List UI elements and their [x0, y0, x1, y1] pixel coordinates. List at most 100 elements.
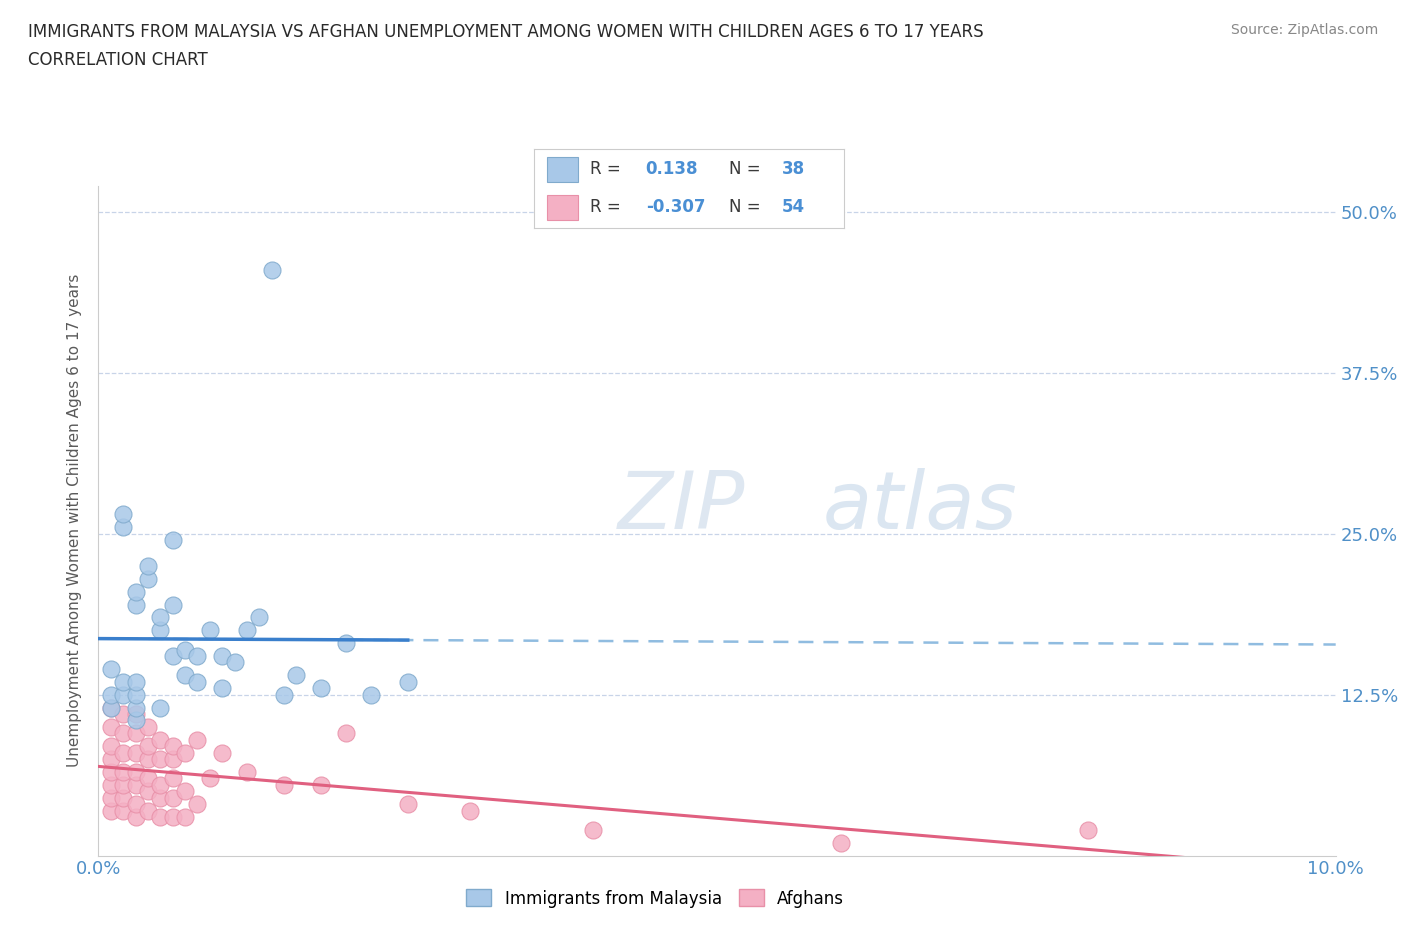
Point: [149, 790, 172, 805]
Text: IMMIGRANTS FROM MALAYSIA VS AFGHAN UNEMPLOYMENT AMONG WOMEN WITH CHILDREN AGES 6: IMMIGRANTS FROM MALAYSIA VS AFGHAN UNEMP…: [28, 23, 984, 41]
Point: [149, 623, 172, 638]
Point: [100, 738, 122, 753]
Point: [124, 764, 146, 779]
Point: [285, 668, 308, 683]
Point: [124, 597, 146, 612]
Point: [162, 597, 184, 612]
Point: [174, 784, 197, 799]
Point: [124, 707, 146, 722]
Point: [112, 507, 135, 522]
Point: [100, 700, 122, 715]
Point: [458, 804, 481, 818]
Point: [335, 636, 357, 651]
Point: [112, 790, 135, 805]
Point: [309, 777, 332, 792]
Point: [224, 655, 246, 670]
Text: N =: N =: [730, 160, 761, 179]
Legend: Immigrants from Malaysia, Afghans: Immigrants from Malaysia, Afghans: [460, 883, 851, 914]
Point: [260, 262, 283, 277]
Point: [112, 520, 135, 535]
Point: [162, 771, 184, 786]
Point: [309, 681, 332, 696]
Point: [136, 784, 159, 799]
Text: atlas: atlas: [823, 469, 1017, 547]
Point: [100, 777, 122, 792]
Point: [100, 661, 122, 676]
Text: 38: 38: [782, 160, 804, 179]
Point: [335, 725, 357, 740]
Point: [100, 804, 122, 818]
Text: -0.307: -0.307: [645, 198, 706, 217]
Point: [124, 797, 146, 812]
Point: [360, 687, 382, 702]
Point: [582, 822, 605, 837]
Point: [162, 751, 184, 766]
Point: [186, 732, 208, 747]
Point: [198, 771, 221, 786]
Text: CORRELATION CHART: CORRELATION CHART: [28, 51, 208, 69]
Point: [112, 804, 135, 818]
Point: [149, 610, 172, 625]
FancyBboxPatch shape: [547, 194, 578, 220]
Y-axis label: Unemployment Among Women with Children Ages 6 to 17 years: Unemployment Among Women with Children A…: [67, 274, 83, 767]
Text: ZIP: ZIP: [619, 469, 745, 547]
Point: [162, 533, 184, 548]
Point: [186, 797, 208, 812]
Point: [186, 648, 208, 663]
Point: [162, 648, 184, 663]
Point: [124, 713, 146, 728]
Point: [100, 790, 122, 805]
Point: [112, 725, 135, 740]
Point: [124, 584, 146, 599]
Point: [247, 610, 270, 625]
Point: [162, 809, 184, 824]
Point: [198, 623, 221, 638]
Point: [211, 681, 233, 696]
Point: [149, 751, 172, 766]
Point: [124, 700, 146, 715]
Point: [112, 745, 135, 760]
Point: [149, 732, 172, 747]
Point: [136, 771, 159, 786]
Point: [136, 804, 159, 818]
Point: [211, 745, 233, 760]
Point: [174, 809, 197, 824]
Point: [100, 700, 122, 715]
Point: [1077, 822, 1099, 837]
Point: [162, 790, 184, 805]
Point: [124, 687, 146, 702]
Point: [124, 745, 146, 760]
Text: N =: N =: [730, 198, 761, 217]
Point: [124, 725, 146, 740]
Point: [100, 720, 122, 735]
Point: [149, 777, 172, 792]
Text: 0.138: 0.138: [645, 160, 699, 179]
Point: [112, 687, 135, 702]
Text: Source: ZipAtlas.com: Source: ZipAtlas.com: [1230, 23, 1378, 37]
Point: [186, 674, 208, 689]
Point: [211, 648, 233, 663]
Point: [124, 674, 146, 689]
Point: [396, 674, 419, 689]
FancyBboxPatch shape: [547, 157, 578, 182]
Point: [396, 797, 419, 812]
Text: 54: 54: [782, 198, 804, 217]
Point: [236, 623, 259, 638]
Point: [136, 558, 159, 573]
Point: [112, 674, 135, 689]
Point: [136, 571, 159, 586]
Point: [162, 738, 184, 753]
Point: [149, 809, 172, 824]
Text: R =: R =: [591, 198, 620, 217]
Point: [174, 745, 197, 760]
Point: [136, 751, 159, 766]
Point: [174, 668, 197, 683]
Point: [830, 835, 852, 850]
Point: [149, 700, 172, 715]
Point: [112, 707, 135, 722]
Point: [236, 764, 259, 779]
Point: [174, 642, 197, 657]
Point: [100, 751, 122, 766]
Point: [112, 764, 135, 779]
Point: [112, 777, 135, 792]
